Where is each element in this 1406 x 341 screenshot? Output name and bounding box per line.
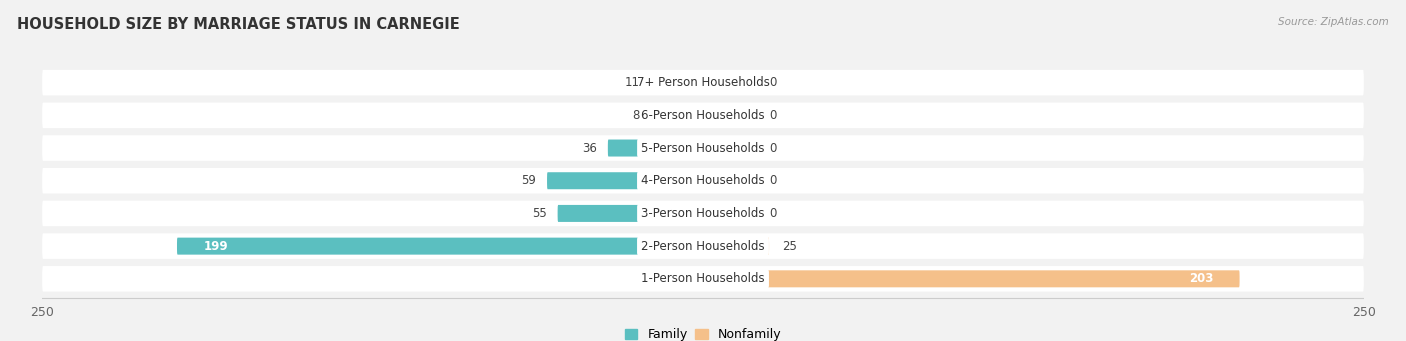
FancyBboxPatch shape bbox=[42, 70, 1364, 95]
Text: 0: 0 bbox=[769, 109, 776, 122]
FancyBboxPatch shape bbox=[42, 103, 1364, 128]
FancyBboxPatch shape bbox=[650, 74, 703, 91]
Text: HOUSEHOLD SIZE BY MARRIAGE STATUS IN CARNEGIE: HOUSEHOLD SIZE BY MARRIAGE STATUS IN CAR… bbox=[17, 17, 460, 32]
FancyBboxPatch shape bbox=[42, 135, 1364, 161]
Text: 0: 0 bbox=[769, 142, 776, 154]
Text: 25: 25 bbox=[782, 240, 797, 253]
Text: 8: 8 bbox=[633, 109, 640, 122]
FancyBboxPatch shape bbox=[703, 172, 756, 189]
FancyBboxPatch shape bbox=[703, 107, 756, 124]
Text: 4-Person Households: 4-Person Households bbox=[641, 174, 765, 187]
Text: 36: 36 bbox=[582, 142, 598, 154]
Text: 5-Person Households: 5-Person Households bbox=[641, 142, 765, 154]
Text: 1-Person Households: 1-Person Households bbox=[641, 272, 765, 285]
Legend: Family, Nonfamily: Family, Nonfamily bbox=[620, 323, 786, 341]
Text: 7+ Person Households: 7+ Person Households bbox=[637, 76, 769, 89]
Text: 203: 203 bbox=[1189, 272, 1213, 285]
Text: 0: 0 bbox=[769, 174, 776, 187]
FancyBboxPatch shape bbox=[703, 205, 756, 222]
FancyBboxPatch shape bbox=[42, 168, 1364, 193]
FancyBboxPatch shape bbox=[650, 107, 703, 124]
Text: 2-Person Households: 2-Person Households bbox=[641, 240, 765, 253]
Text: 55: 55 bbox=[533, 207, 547, 220]
Text: Source: ZipAtlas.com: Source: ZipAtlas.com bbox=[1278, 17, 1389, 27]
FancyBboxPatch shape bbox=[42, 201, 1364, 226]
Text: 0: 0 bbox=[769, 76, 776, 89]
FancyBboxPatch shape bbox=[703, 270, 1240, 287]
FancyBboxPatch shape bbox=[703, 139, 756, 157]
Text: 6-Person Households: 6-Person Households bbox=[641, 109, 765, 122]
Text: 199: 199 bbox=[204, 240, 228, 253]
FancyBboxPatch shape bbox=[42, 266, 1364, 292]
Text: 0: 0 bbox=[769, 207, 776, 220]
FancyBboxPatch shape bbox=[177, 238, 703, 255]
FancyBboxPatch shape bbox=[703, 74, 756, 91]
FancyBboxPatch shape bbox=[558, 205, 703, 222]
Text: 11: 11 bbox=[624, 76, 640, 89]
FancyBboxPatch shape bbox=[703, 238, 769, 255]
FancyBboxPatch shape bbox=[42, 233, 1364, 259]
Text: 3-Person Households: 3-Person Households bbox=[641, 207, 765, 220]
FancyBboxPatch shape bbox=[607, 139, 703, 157]
Text: 59: 59 bbox=[522, 174, 537, 187]
FancyBboxPatch shape bbox=[547, 172, 703, 189]
